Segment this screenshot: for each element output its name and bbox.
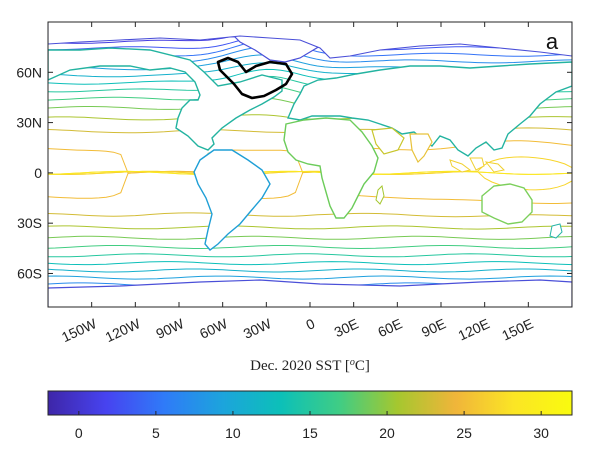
land-new-zealand [549, 223, 563, 239]
x-axis-label-sup: o [350, 357, 355, 368]
x-axis-label-unit: C] [355, 358, 370, 374]
lon-tick-label: 0 [303, 315, 317, 333]
colorbar-tick-label: 30 [533, 425, 549, 441]
contour-line [48, 245, 572, 250]
lon-tick-label: 150E [499, 315, 535, 343]
contour-line [48, 253, 572, 258]
lat-tick-label: 30S [17, 215, 42, 231]
land-arabia [371, 127, 405, 155]
colorbar-tick-label: 0 [75, 425, 83, 441]
contour-line [48, 268, 572, 273]
lon-tick-label: 60W [197, 315, 231, 342]
land-masks [48, 22, 572, 307]
colorbar-ticks: 0 5 10 15 20 25 30 [75, 411, 549, 441]
lat-tick-label: 0 [34, 165, 42, 181]
contour-line [48, 212, 572, 218]
land-india [409, 133, 433, 164]
colorbar-tick-label: 10 [225, 425, 241, 441]
land-eurasia [287, 61, 572, 157]
map-panel: a 60N 30N 0 30S 60S 150W 120W 90W 60W 30W 0 30E 60E… [16, 21, 573, 375]
land-north-america [48, 47, 283, 151]
land-australia [481, 183, 533, 225]
x-axis-label-main: Dec. 2020 SST [ [250, 358, 350, 374]
contour-line [48, 170, 572, 175]
land-antarctica [48, 279, 572, 307]
lat-tick-label: 60N [16, 64, 42, 80]
colorbar-tick-label: 15 [302, 425, 318, 441]
lon-tick-label: 30W [241, 315, 275, 342]
lon-tick-label: 150W [59, 315, 100, 345]
lat-tick-label: 30N [16, 115, 42, 131]
contour-line [48, 235, 572, 240]
highlight-region-outline [216, 56, 294, 100]
x-axis-label: Dec. 2020 SST [oC] [250, 357, 370, 375]
contour-line [48, 309, 572, 312]
lon-tick-label: 60E [375, 315, 404, 340]
lon-tick-label: 120W [103, 315, 144, 345]
colorbar-tick-label: 5 [152, 425, 160, 441]
land-indonesia [449, 157, 506, 173]
lon-tick-label: 120E [456, 315, 492, 343]
contour-line [48, 225, 572, 230]
colorbar: 0 5 10 15 20 25 30 [47, 390, 573, 441]
lon-tick-label: 30E [332, 315, 361, 340]
lat-tick-label: 60S [17, 265, 42, 281]
land-africa [283, 117, 379, 219]
colorbar-tick-label: 25 [456, 425, 472, 441]
land-madagascar [375, 184, 385, 205]
lon-tick-label: 90W [153, 315, 187, 342]
lon-tick-label: 90E [419, 315, 448, 340]
contour-line [48, 261, 572, 266]
panel-label: a [546, 29, 559, 54]
arctic-ice-edge [48, 22, 572, 59]
lat-axis: 60N 30N 0 30S 60S [16, 64, 572, 281]
contour-line [48, 275, 572, 280]
colorbar-tick-label: 20 [379, 425, 395, 441]
land-south-america [193, 149, 271, 251]
